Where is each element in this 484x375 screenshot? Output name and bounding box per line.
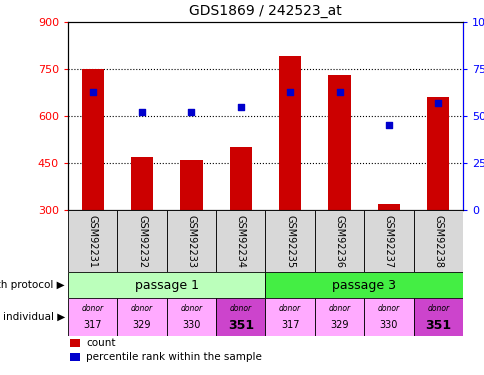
Bar <box>180 160 202 210</box>
Text: growth protocol ▶: growth protocol ▶ <box>0 280 65 290</box>
Bar <box>265 298 314 336</box>
Text: 351: 351 <box>424 319 451 332</box>
Text: 330: 330 <box>379 320 397 330</box>
Bar <box>166 298 216 336</box>
Bar <box>413 298 462 336</box>
Text: donor: donor <box>377 304 399 313</box>
Text: donor: donor <box>81 304 104 313</box>
Point <box>335 88 343 94</box>
Text: 351: 351 <box>227 319 253 332</box>
Bar <box>68 272 265 298</box>
Point <box>237 104 244 110</box>
Bar <box>328 75 350 210</box>
Bar <box>314 210 363 272</box>
Point <box>384 122 392 128</box>
Text: 329: 329 <box>133 320 151 330</box>
Bar <box>81 69 104 210</box>
Bar <box>216 210 265 272</box>
Text: 330: 330 <box>182 320 200 330</box>
Text: GSM92233: GSM92233 <box>186 215 196 268</box>
Text: donor: donor <box>279 304 301 313</box>
Text: donor: donor <box>328 304 350 313</box>
Bar <box>131 157 153 210</box>
Point <box>89 88 96 94</box>
Text: donor: donor <box>229 304 251 313</box>
Point <box>286 88 293 94</box>
Text: donor: donor <box>426 304 449 313</box>
Bar <box>117 210 166 272</box>
Bar <box>413 210 462 272</box>
Text: GSM92234: GSM92234 <box>235 215 245 268</box>
Bar <box>166 210 216 272</box>
Bar <box>265 272 462 298</box>
Text: GSM92235: GSM92235 <box>285 215 295 268</box>
Text: 317: 317 <box>83 320 102 330</box>
Text: donor: donor <box>131 304 153 313</box>
Text: 329: 329 <box>330 320 348 330</box>
Bar <box>117 298 166 336</box>
Bar <box>68 210 117 272</box>
Bar <box>68 298 117 336</box>
Bar <box>363 210 413 272</box>
Text: passage 3: passage 3 <box>332 279 395 291</box>
Text: percentile rank within the sample: percentile rank within the sample <box>86 352 261 362</box>
Text: GSM92232: GSM92232 <box>137 215 147 268</box>
Text: count: count <box>86 338 115 348</box>
Text: individual ▶: individual ▶ <box>3 312 65 322</box>
Text: GSM92236: GSM92236 <box>334 215 344 268</box>
Bar <box>216 298 265 336</box>
Bar <box>426 97 449 210</box>
Point <box>434 100 441 106</box>
Bar <box>265 210 314 272</box>
Text: 317: 317 <box>280 320 299 330</box>
Text: passage 1: passage 1 <box>135 279 198 291</box>
Bar <box>229 147 251 210</box>
Text: GSM92231: GSM92231 <box>88 215 97 268</box>
Bar <box>377 204 399 210</box>
Point <box>187 109 195 115</box>
Title: GDS1869 / 242523_at: GDS1869 / 242523_at <box>189 4 341 18</box>
Text: GSM92238: GSM92238 <box>432 215 442 268</box>
Bar <box>314 298 363 336</box>
Text: GSM92237: GSM92237 <box>383 215 393 268</box>
Bar <box>363 298 413 336</box>
Text: donor: donor <box>180 304 202 313</box>
Point <box>138 109 146 115</box>
Bar <box>278 57 301 210</box>
